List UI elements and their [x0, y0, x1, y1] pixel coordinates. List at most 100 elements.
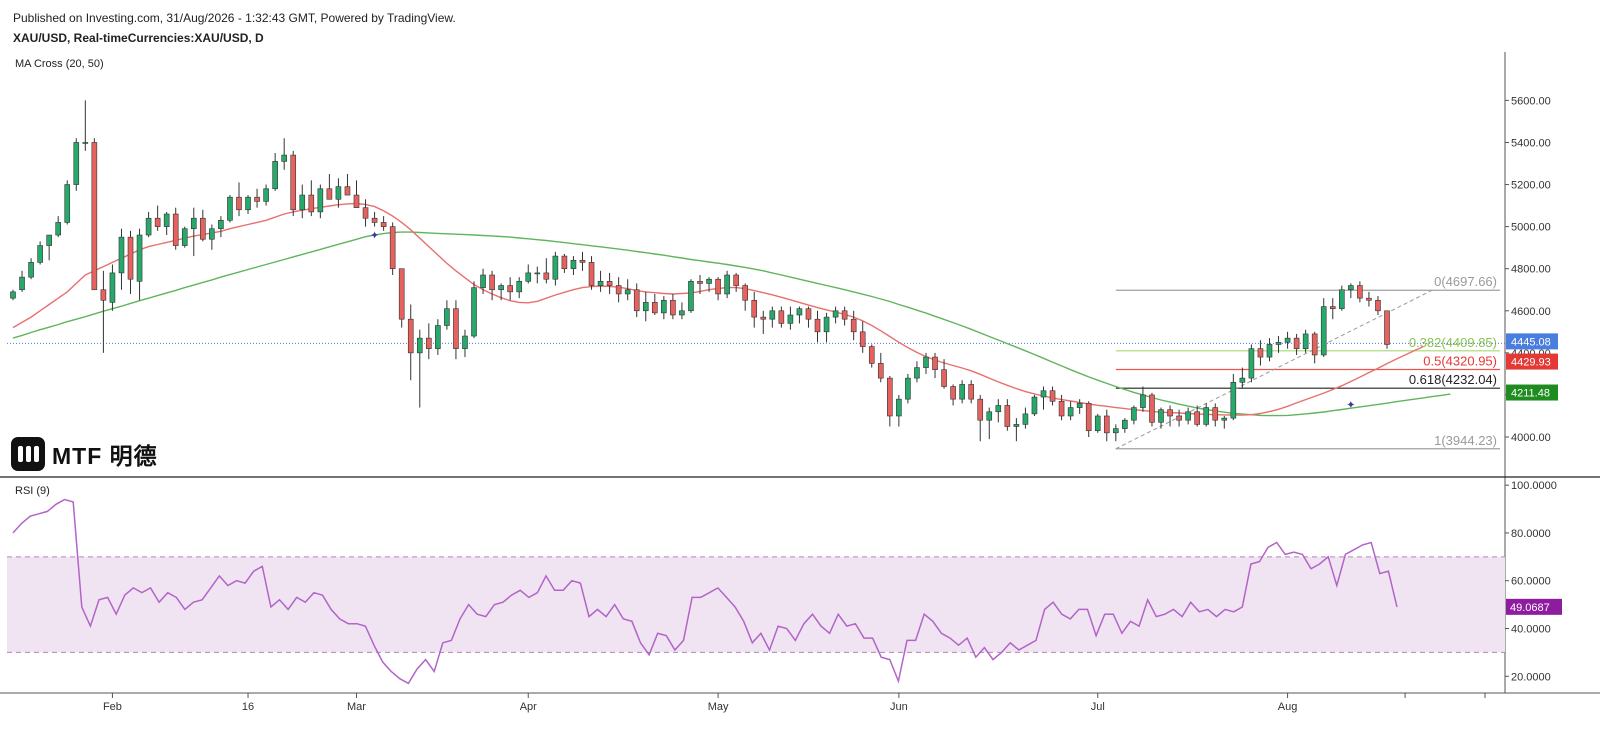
symbol-title: XAU/USD, Real-timeCurrencies:XAU/USD, D — [13, 31, 264, 45]
candle-body — [1366, 297, 1372, 301]
candle-body — [1212, 407, 1219, 421]
rsi-indicator-label[interactable]: RSI (9) — [15, 485, 50, 497]
candle — [1040, 386, 1047, 410]
candle-body — [1384, 310, 1390, 345]
candle — [1031, 394, 1038, 416]
candle — [1176, 409, 1182, 427]
candle — [200, 209, 206, 242]
candle-body — [1275, 342, 1282, 345]
candle-body — [1194, 411, 1200, 425]
rsi-tick-label: 40.0000 — [1511, 624, 1551, 636]
rsi-tick-label: 100.0000 — [1511, 480, 1557, 492]
candle — [814, 310, 821, 343]
candle — [254, 188, 260, 208]
candle — [1013, 418, 1020, 442]
candle — [1329, 298, 1336, 320]
candle-body — [245, 196, 251, 211]
candle-body — [1103, 415, 1110, 434]
candle — [561, 253, 568, 273]
fib-level-label: 0.382(4409.85) — [1409, 335, 1497, 350]
candle — [778, 306, 785, 328]
candle — [245, 195, 251, 215]
candle-body — [507, 285, 513, 293]
candle-body — [1140, 394, 1146, 408]
candle-body — [570, 259, 577, 270]
mtf-logo: MTF 明德 — [11, 437, 158, 471]
candle-body — [73, 142, 80, 185]
candle-body — [200, 217, 206, 240]
candle-body — [1266, 344, 1273, 358]
candle-body — [1185, 411, 1191, 421]
candle — [670, 293, 676, 320]
candle — [1049, 386, 1056, 406]
candle-body — [1293, 337, 1300, 349]
candle — [163, 211, 170, 236]
candle-body — [471, 287, 477, 337]
candle-body — [1085, 403, 1092, 432]
candle — [1230, 373, 1237, 421]
candle — [624, 279, 631, 301]
candle-body — [489, 274, 495, 291]
candle-body — [1094, 415, 1101, 432]
candle — [868, 344, 875, 368]
candle — [10, 289, 16, 301]
candle-body — [335, 186, 342, 200]
time-tick-label: May — [708, 701, 729, 713]
candle-body — [1302, 333, 1309, 349]
candle-body — [326, 188, 333, 200]
candle — [1266, 338, 1273, 362]
candle-body — [172, 213, 179, 246]
candle — [281, 138, 287, 170]
candle-body — [1320, 306, 1327, 356]
candle-body — [923, 356, 929, 368]
candle — [597, 270, 604, 292]
candle-body — [841, 310, 848, 320]
candle-body — [1076, 403, 1083, 408]
time-tick-label: Feb — [103, 701, 122, 713]
candle-body — [670, 299, 676, 316]
candle — [64, 180, 71, 225]
mtf-logo-text: MTF 明德 — [52, 443, 158, 469]
candle — [181, 226, 188, 248]
candle — [1103, 409, 1110, 442]
candle — [588, 256, 595, 290]
candle — [688, 279, 694, 313]
candle — [109, 264, 116, 311]
candle — [507, 277, 513, 301]
candle — [127, 230, 134, 294]
candle — [760, 310, 767, 334]
candle-body — [968, 384, 974, 400]
candle-body — [543, 272, 550, 280]
candle-body — [353, 194, 360, 208]
candle — [380, 216, 387, 231]
candle — [841, 306, 848, 326]
rsi-value-label: 49.0687 — [1510, 602, 1550, 614]
candle-body — [552, 255, 559, 280]
candle — [55, 216, 61, 238]
candle-body — [190, 217, 197, 230]
time-tick-label: 16 — [242, 701, 254, 713]
candle-body — [724, 274, 730, 295]
candle — [100, 270, 107, 353]
mtf-logo-icon — [11, 437, 45, 471]
ma-cross-marker: ✦ — [1346, 399, 1355, 411]
candle — [877, 352, 884, 383]
ma-cross-indicator-label[interactable]: MA Cross (20, 50) — [15, 58, 104, 70]
candle-body — [263, 188, 269, 202]
candle-body — [679, 310, 685, 316]
candle — [37, 241, 43, 265]
candle — [661, 296, 667, 320]
candle-body — [977, 398, 984, 421]
candle-body — [181, 228, 188, 246]
candle — [435, 319, 441, 355]
rsi-tick-label: 60.0000 — [1511, 576, 1551, 588]
candle — [344, 174, 351, 196]
candle — [263, 184, 269, 206]
candle-body — [624, 289, 631, 295]
candle-body — [688, 281, 694, 312]
candle-body — [136, 234, 143, 282]
candle-body — [1329, 306, 1336, 309]
candle — [145, 211, 152, 238]
candle — [28, 258, 34, 280]
